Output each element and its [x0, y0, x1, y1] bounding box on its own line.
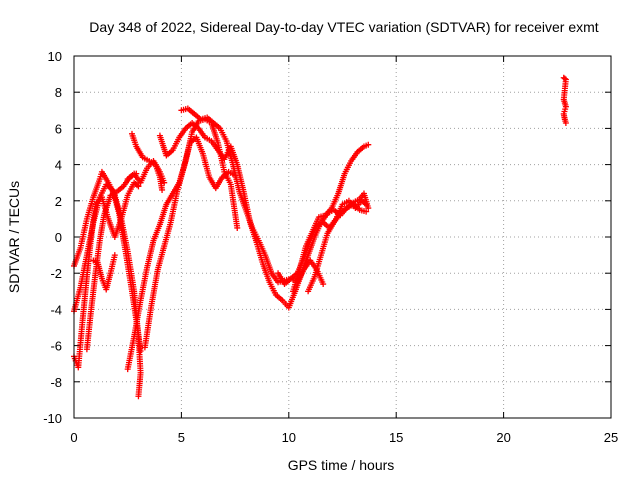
y-tick-label: 10 — [48, 49, 62, 64]
data-point — [363, 208, 370, 215]
y-tick-label: 0 — [55, 230, 62, 245]
x-tick-label: 5 — [178, 430, 185, 445]
data-point — [365, 205, 372, 212]
y-tick-label: -6 — [50, 339, 62, 354]
x-tick-label: 0 — [70, 430, 77, 445]
x-tick-label: 10 — [282, 430, 296, 445]
data-point — [562, 119, 569, 126]
series-pass-11 — [178, 105, 370, 286]
data-point — [111, 252, 118, 259]
series-pass-4 — [83, 170, 140, 353]
y-tick-label: 6 — [55, 121, 62, 136]
series-pass-7 — [141, 134, 239, 351]
x-tick-label: 25 — [604, 430, 618, 445]
y-tick-label: 4 — [55, 158, 62, 173]
series-pass-3 — [71, 179, 142, 371]
y-tick-label: -8 — [50, 375, 62, 390]
grid-lines — [74, 56, 611, 418]
y-tick-labels: -10 -8 -6 -4 -2 0 2 4 6 8 10 — [43, 49, 62, 426]
data-point — [161, 179, 168, 186]
data-point — [135, 393, 142, 400]
x-tick-label: 20 — [496, 430, 510, 445]
x-tick-labels: 0 5 10 15 20 25 — [70, 430, 618, 445]
y-axis-label: SDTVAR / TECUs — [6, 181, 22, 293]
y-tick-label: -4 — [50, 302, 62, 317]
x-axis-label: GPS time / hours — [288, 457, 395, 473]
data-point — [320, 281, 327, 288]
data-point — [159, 186, 166, 193]
data-point — [365, 141, 372, 148]
series-pass-9 — [124, 157, 168, 186]
data-point — [135, 183, 142, 190]
series-pass-5 — [90, 252, 118, 293]
data-markers — [71, 74, 569, 400]
series-pass-13 — [290, 141, 372, 295]
data-point — [561, 75, 568, 82]
x-tick-label: 15 — [389, 430, 403, 445]
y-tick-label: -2 — [50, 266, 62, 281]
y-tick-label: 8 — [55, 85, 62, 100]
series-pass-14 — [305, 190, 372, 295]
chart-title: Day 348 of 2022, Sidereal Day-to-day VTE… — [89, 19, 598, 35]
data-point — [234, 224, 241, 231]
series-pass-15 — [560, 74, 569, 126]
y-tick-label: -10 — [43, 411, 62, 426]
y-tick-label: 2 — [55, 194, 62, 209]
plot-frame — [73, 55, 612, 419]
